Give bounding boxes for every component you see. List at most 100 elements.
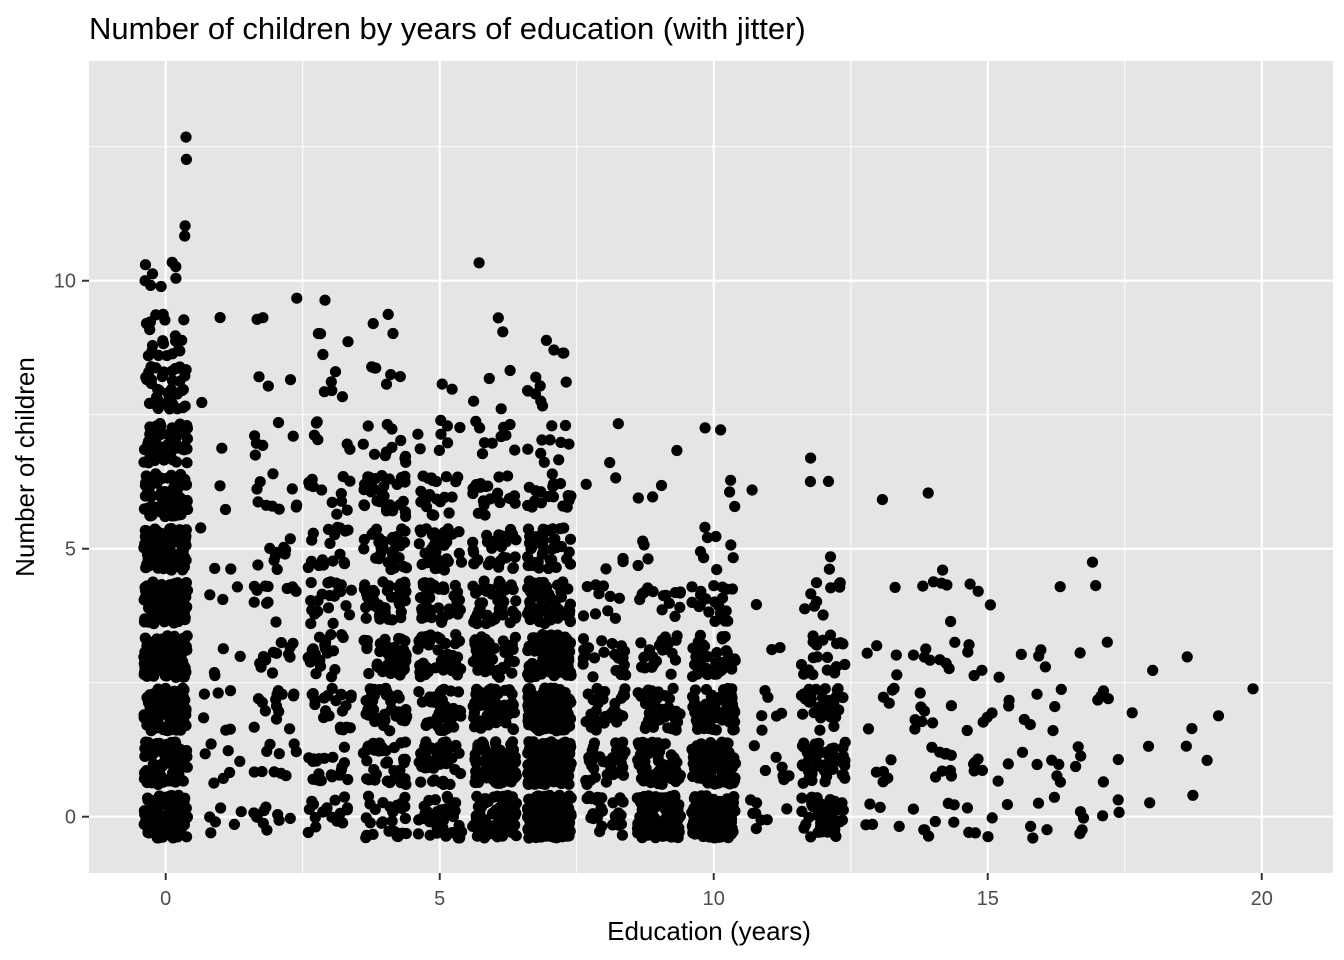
data-point xyxy=(489,706,501,718)
data-point xyxy=(719,615,731,627)
data-point xyxy=(327,751,339,763)
data-point xyxy=(1039,661,1051,673)
data-point xyxy=(541,809,553,821)
data-point xyxy=(364,817,376,829)
data-point xyxy=(446,383,458,395)
data-point xyxy=(146,581,158,593)
data-point xyxy=(166,374,178,387)
data-point xyxy=(549,696,562,708)
data-point xyxy=(725,474,737,486)
data-point xyxy=(632,492,644,504)
data-point xyxy=(523,736,535,748)
data-point xyxy=(661,764,673,776)
data-point xyxy=(358,543,370,555)
data-point xyxy=(150,686,162,698)
data-point xyxy=(157,707,169,719)
data-point xyxy=(358,484,370,496)
data-point xyxy=(224,685,237,697)
data-point xyxy=(326,496,338,508)
data-point xyxy=(291,292,303,304)
data-point xyxy=(261,597,273,609)
data-point xyxy=(642,738,654,750)
data-point xyxy=(510,830,522,842)
data-point xyxy=(698,552,710,564)
data-point xyxy=(254,476,266,488)
data-point xyxy=(312,595,324,607)
data-point xyxy=(290,585,302,597)
data-point xyxy=(399,470,411,482)
data-point xyxy=(362,471,374,483)
data-point xyxy=(399,812,411,825)
data-point xyxy=(561,553,573,565)
data-point xyxy=(666,647,678,659)
data-point xyxy=(436,611,448,623)
data-point xyxy=(495,403,507,415)
data-point xyxy=(1112,794,1124,806)
data-point xyxy=(148,745,160,758)
data-point xyxy=(337,724,349,736)
data-point xyxy=(649,802,661,814)
data-point xyxy=(877,691,890,703)
data-point xyxy=(776,761,788,773)
data-point xyxy=(689,706,701,719)
data-point xyxy=(154,452,166,464)
data-point xyxy=(647,491,659,503)
data-point xyxy=(602,605,614,617)
data-point xyxy=(656,778,668,790)
data-point xyxy=(535,447,547,459)
data-point xyxy=(522,684,534,697)
data-point xyxy=(750,599,763,611)
data-point xyxy=(379,450,391,462)
data-point xyxy=(303,476,315,488)
data-point xyxy=(359,500,371,512)
data-point xyxy=(167,607,179,619)
data-point xyxy=(361,635,373,647)
data-point xyxy=(1097,776,1109,788)
data-point xyxy=(220,724,232,736)
data-point xyxy=(143,594,155,607)
data-point xyxy=(542,562,555,575)
data-point xyxy=(369,803,381,816)
data-point xyxy=(882,772,894,784)
data-point xyxy=(178,660,190,672)
data-point xyxy=(509,756,522,768)
data-point xyxy=(1201,754,1213,767)
data-point xyxy=(449,603,461,615)
data-point xyxy=(322,523,335,536)
data-point xyxy=(156,644,168,656)
data-point xyxy=(823,563,836,575)
data-point xyxy=(438,539,450,551)
data-point xyxy=(581,581,593,593)
data-point xyxy=(309,648,321,660)
data-point xyxy=(710,724,722,736)
data-point xyxy=(428,527,441,539)
data-point xyxy=(839,658,851,671)
data-point xyxy=(538,576,550,589)
data-point xyxy=(536,539,549,551)
data-point xyxy=(384,725,396,737)
data-point xyxy=(417,592,430,604)
data-point xyxy=(420,631,432,643)
data-point xyxy=(199,748,211,760)
data-point xyxy=(305,618,317,630)
data-point xyxy=(885,754,897,766)
data-point xyxy=(937,564,949,576)
data-point xyxy=(1048,791,1060,803)
data-point xyxy=(770,751,782,763)
data-point xyxy=(429,696,441,709)
data-point xyxy=(612,812,624,824)
data-point xyxy=(941,579,953,591)
data-point xyxy=(180,153,192,165)
data-point xyxy=(609,612,622,624)
data-point xyxy=(508,656,520,668)
data-point xyxy=(307,755,319,768)
data-point xyxy=(330,695,342,707)
data-point xyxy=(141,769,153,781)
data-point xyxy=(178,581,190,594)
data-point xyxy=(269,550,281,562)
data-point xyxy=(632,559,644,572)
data-point xyxy=(815,821,827,833)
data-point xyxy=(662,722,674,734)
data-point xyxy=(156,816,168,828)
data-point xyxy=(440,471,452,483)
